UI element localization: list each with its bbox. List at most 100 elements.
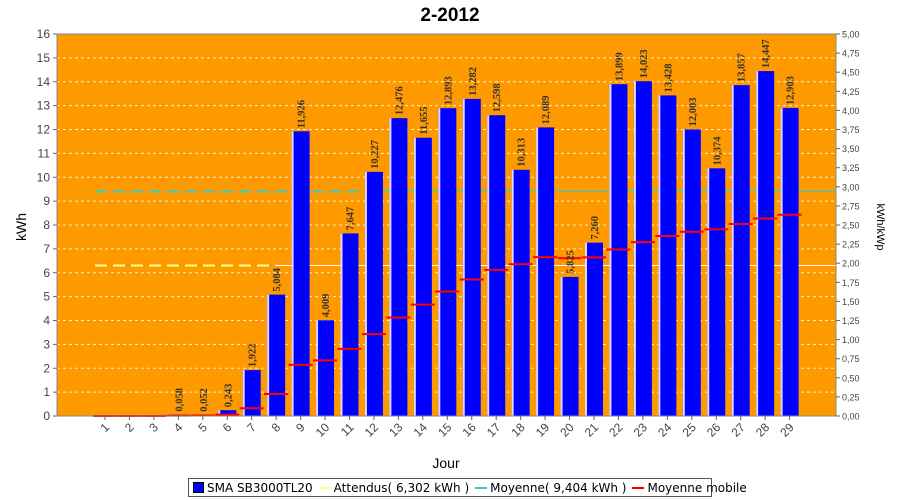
bar-highlight <box>731 85 734 416</box>
bar-highlight <box>316 320 319 416</box>
x-tick-label: 8 <box>269 420 284 435</box>
data-label: 7,260 <box>590 216 601 240</box>
y2-tick-label: 2,75 <box>842 201 860 211</box>
data-label: 0,058 <box>174 388 185 412</box>
legend-swatch-moyenne <box>475 486 488 489</box>
data-label: 11,655 <box>419 106 430 134</box>
y-tick-label: 4 <box>43 314 50 328</box>
bar-highlight <box>462 98 465 417</box>
bar <box>731 85 750 416</box>
x-tick-label: 24 <box>655 420 675 440</box>
y2-tick-label: 0,75 <box>842 354 860 364</box>
y2-tick-label: 3,75 <box>842 125 860 135</box>
data-label: 13,428 <box>663 64 674 93</box>
x-tick-label: 27 <box>728 420 748 440</box>
data-label: 4,009 <box>321 294 332 318</box>
plot-area: 0,058 0,052 0,2431,9225,08411,9264,0097,64… <box>37 27 860 440</box>
data-label: 13,899 <box>614 52 625 81</box>
x-tick-label: 18 <box>508 420 528 440</box>
bar <box>487 115 506 416</box>
x-tick-label: 16 <box>460 420 480 440</box>
bar-highlight <box>242 370 245 416</box>
bar <box>291 131 310 416</box>
bar-highlight <box>682 129 685 416</box>
bar-highlight <box>585 242 587 416</box>
data-label: 0,052 <box>199 388 210 412</box>
y-tick-label: 15 <box>37 51 51 65</box>
bar-highlight <box>438 108 441 416</box>
x-tick-label: 19 <box>533 420 553 440</box>
bar <box>316 320 335 416</box>
bar-highlight <box>707 168 710 416</box>
bar <box>413 137 432 416</box>
y2-tick-label: 0,00 <box>842 412 860 422</box>
y-tick-label: 5 <box>43 290 50 304</box>
x-tick-label: 9 <box>293 420 308 435</box>
data-label: 12,003 <box>688 98 699 127</box>
y2-tick-label: 4,25 <box>842 87 860 97</box>
y-tick-label: 6 <box>43 266 50 280</box>
y-tick-label: 10 <box>37 170 51 184</box>
data-label: 13,282 <box>468 67 479 96</box>
y2-tick-label: 3,00 <box>842 182 860 192</box>
y-tick-label: 3 <box>43 337 50 351</box>
data-label: 12,089 <box>541 96 552 125</box>
bar-highlight <box>340 233 343 416</box>
y-tick-label: 14 <box>37 75 51 89</box>
x-tick-label: 10 <box>313 420 333 440</box>
legend-swatch-attendus <box>318 486 331 489</box>
x-tick-label: 3 <box>146 420 161 435</box>
bar-highlight <box>658 95 661 417</box>
legend-item-moyenne: Moyenne( 9,404 kWh ) <box>475 481 626 495</box>
bar-highlight <box>560 276 563 416</box>
x-tick-label: 11 <box>338 420 357 439</box>
bar-highlight <box>267 294 270 416</box>
y2-tick-label: 5,00 <box>842 30 860 40</box>
bar <box>511 169 530 416</box>
bar <box>364 171 383 416</box>
bar <box>633 81 652 417</box>
data-label: 5,084 <box>272 267 283 291</box>
bar <box>218 410 237 416</box>
data-label: 0,243 <box>223 384 234 408</box>
x-tick-label: 20 <box>557 420 577 440</box>
bar <box>707 168 726 416</box>
x-tick-label: 26 <box>704 420 724 440</box>
x-tick-label: 29 <box>777 420 797 440</box>
y2-tick-label: 2,25 <box>842 240 860 250</box>
x-tick-label: 21 <box>582 420 602 440</box>
bar-highlight <box>218 410 221 416</box>
bar <box>242 370 261 416</box>
data-label: 12,903 <box>786 76 797 105</box>
bar <box>462 98 481 417</box>
bar-highlight <box>487 115 490 416</box>
bar-highlight <box>389 118 392 416</box>
y-tick-label: 0 <box>43 409 50 423</box>
y2-tick-label: 0,25 <box>842 392 860 402</box>
bar <box>682 129 701 416</box>
y2-axis-label: kWh/kWp <box>874 203 886 250</box>
bar-highlight <box>536 127 539 416</box>
bar <box>756 71 775 416</box>
y-tick-label: 8 <box>43 218 50 232</box>
x-axis-label: Jour <box>432 455 460 471</box>
data-label: 10,374 <box>712 136 723 166</box>
x-tick-label: 7 <box>244 420 259 435</box>
legend-label-moving-average: Moyenne mobile <box>647 480 747 495</box>
x-tick-label: 25 <box>680 420 700 440</box>
bar-highlight <box>364 171 367 416</box>
y-tick-label: 9 <box>43 194 50 208</box>
legend: SMA SB3000TL20 Attendus( 6,302 kWh ) Moy… <box>188 478 747 497</box>
x-tick-label: 22 <box>606 420 626 440</box>
y2-tick-label: 2,00 <box>842 259 860 269</box>
y-tick-label: 16 <box>37 27 51 41</box>
x-tick-label: 4 <box>171 420 186 435</box>
data-label: 13,857 <box>737 53 748 82</box>
x-tick-label: 23 <box>631 420 651 440</box>
bar <box>536 127 555 416</box>
data-label: 12,598 <box>492 83 503 112</box>
bar-highlight <box>633 81 636 417</box>
y-tick-label: 1 <box>43 385 50 399</box>
